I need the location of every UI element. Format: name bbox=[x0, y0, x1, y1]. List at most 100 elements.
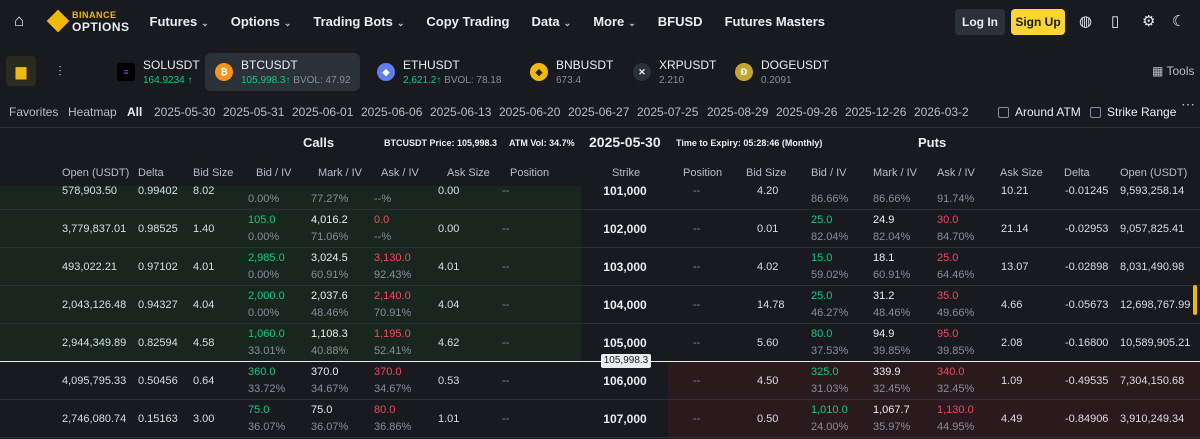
c-mark-price[interactable]: 75.0 bbox=[311, 404, 333, 416]
date-tab[interactable]: 2025-07-25 bbox=[637, 104, 699, 119]
strike-range-checkbox[interactable]: Strike Range bbox=[1090, 105, 1176, 119]
c-ask-price[interactable]: 1,195.0 bbox=[374, 328, 411, 340]
ticker-xrpusdt[interactable]: ✕ XRPUSDT 2.210 bbox=[623, 53, 723, 91]
p-ask-price[interactable]: 340.0 bbox=[937, 366, 965, 378]
table-row[interactable]: 493,022.21 0.97102 4.01 2,985.0 0.00% 3,024.5… bbox=[0, 248, 1200, 286]
menu-futures-masters[interactable]: Futures Masters bbox=[724, 13, 825, 29]
menu-bfusd[interactable]: BFUSD bbox=[657, 13, 703, 29]
p-mark-price[interactable]: 1,067.7 bbox=[873, 404, 910, 416]
p-mark-price[interactable]: 339.9 bbox=[873, 366, 901, 378]
c-bid-price[interactable]: 2,000.0 bbox=[248, 290, 285, 302]
menu-more[interactable]: More ⌄ bbox=[593, 14, 636, 29]
col-header[interactable]: Open (USDT) bbox=[62, 167, 130, 179]
moon-icon[interactable]: ☾ bbox=[1172, 13, 1186, 30]
menu-futures[interactable]: Futures ⌄ bbox=[150, 14, 209, 29]
ticker-bnbusdt[interactable]: ◈ BNBUSDT 673.4 bbox=[520, 53, 620, 91]
menu-options[interactable]: Options ⌄ bbox=[231, 14, 292, 29]
table-row[interactable]: 578,903.50 0.99402 8.02 0.00% 77.27% --% 0.00 -… bbox=[0, 172, 1200, 210]
p-bid-price[interactable]: 325.0 bbox=[811, 366, 839, 378]
table-row[interactable]: 2,746,080.74 0.15163 3.00 75.0 36.07% 75.0 36.… bbox=[0, 400, 1200, 438]
col-header[interactable]: Open (USDT) bbox=[1120, 167, 1188, 179]
col-header[interactable]: Ask / IV bbox=[381, 167, 419, 179]
ticker-dogeusdt[interactable]: Ð DOGEUSDT 0.2091 bbox=[725, 53, 835, 91]
c-bid-price[interactable]: 2,985.0 bbox=[248, 252, 285, 264]
c-mark-price[interactable]: 2,037.6 bbox=[311, 290, 348, 302]
p-mark-price[interactable]: 24.9 bbox=[873, 214, 895, 226]
col-header[interactable]: Mark / IV bbox=[873, 167, 918, 179]
col-header[interactable]: Bid Size bbox=[746, 167, 787, 179]
binance-options-logo[interactable]: BINANCE OPTIONS bbox=[46, 9, 130, 33]
p-ask-price[interactable]: 95.0 bbox=[937, 328, 959, 340]
c-ask-price[interactable]: 370.0 bbox=[374, 366, 402, 378]
tab-heatmap[interactable]: Heatmap bbox=[68, 104, 117, 119]
c-mark-price[interactable]: 370.0 bbox=[311, 366, 339, 378]
p-ask-price[interactable]: 1,130.0 bbox=[937, 404, 974, 416]
date-tab[interactable]: 2025-12-26 bbox=[845, 104, 907, 119]
scrollbar-thumb[interactable] bbox=[1193, 285, 1197, 315]
menu-trading-bots[interactable]: Trading Bots ⌄ bbox=[313, 14, 404, 29]
p-mark-price[interactable]: 94.9 bbox=[873, 328, 895, 340]
table-row[interactable]: 4,095,795.33 0.50456 0.64 360.0 33.72% 370.0 3… bbox=[0, 362, 1200, 400]
date-tab[interactable]: 2025-06-06 bbox=[361, 104, 423, 119]
table-row[interactable]: 3,779,837.01 0.98525 1.40 105.0 0.00% 4,016.2… bbox=[0, 210, 1200, 248]
date-tab[interactable]: 2025-06-27 bbox=[568, 104, 630, 119]
date-tab[interactable]: 2025-05-31 bbox=[223, 104, 285, 119]
col-header[interactable]: Bid / IV bbox=[256, 167, 292, 179]
p-mark-price[interactable]: 18.1 bbox=[873, 252, 895, 264]
c-bid-price[interactable]: 360.0 bbox=[248, 366, 276, 378]
p-ask-price[interactable]: 35.0 bbox=[937, 290, 959, 302]
col-header[interactable]: Delta bbox=[1064, 167, 1090, 179]
c-bid-price[interactable]: 1,060.0 bbox=[248, 328, 285, 340]
menu-copy-trading[interactable]: Copy Trading bbox=[426, 13, 510, 29]
p-ask-price[interactable]: 30.0 bbox=[937, 214, 959, 226]
col-header[interactable]: Delta bbox=[138, 167, 164, 179]
col-header[interactable]: Ask Size bbox=[447, 167, 490, 179]
signup-button[interactable]: Sign Up bbox=[1011, 9, 1065, 35]
tab-favorites[interactable]: Favorites bbox=[9, 104, 59, 119]
date-tab[interactable]: 2026-03-2 bbox=[914, 104, 969, 119]
col-header[interactable]: Mark / IV bbox=[318, 167, 363, 179]
download-icon[interactable]: ▯ bbox=[1111, 13, 1120, 30]
list-layout-icon[interactable]: ▆ bbox=[6, 56, 36, 86]
date-tab[interactable]: 2025-06-20 bbox=[499, 104, 561, 119]
c-mark-price[interactable]: 3,024.5 bbox=[311, 252, 348, 264]
gear-icon[interactable]: ⚙ bbox=[1142, 13, 1156, 30]
login-button[interactable]: Log In bbox=[955, 9, 1005, 35]
c-bid-price[interactable]: 75.0 bbox=[248, 404, 270, 416]
c-ask-price[interactable]: 0.0 bbox=[374, 214, 390, 226]
ticker-solusdt[interactable]: ≡ SOLUSDT 164.9234 ↑ bbox=[107, 53, 202, 91]
col-header[interactable]: Bid Size bbox=[193, 167, 234, 179]
table-row[interactable]: 2,043,126.48 0.94327 4.04 2,000.0 0.00% 2,037… bbox=[0, 286, 1200, 324]
more-dots-icon[interactable]: ⋯ bbox=[1181, 96, 1195, 112]
tab-all[interactable]: All bbox=[127, 104, 143, 119]
c-bid-price[interactable]: 105.0 bbox=[248, 214, 276, 226]
c-ask-price[interactable]: 2,140.0 bbox=[374, 290, 411, 302]
p-mark-price[interactable]: 31.2 bbox=[873, 290, 895, 302]
menu-data[interactable]: Data ⌄ bbox=[531, 14, 571, 29]
col-header[interactable]: Position bbox=[510, 167, 550, 179]
table-row[interactable]: 2,944,349.89 0.82594 4.58 1,060.0 33.01% 1,10… bbox=[0, 324, 1200, 362]
p-bid-price[interactable]: 25.0 bbox=[811, 214, 833, 226]
col-header[interactable]: Strike bbox=[612, 167, 641, 179]
c-mark-price[interactable]: 1,108.3 bbox=[311, 328, 348, 340]
date-tab[interactable]: 2025-06-01 bbox=[292, 104, 354, 119]
p-bid-price[interactable]: 80.0 bbox=[811, 328, 833, 340]
p-bid-price[interactable]: 15.0 bbox=[811, 252, 833, 264]
col-header[interactable]: Ask / IV bbox=[937, 167, 975, 179]
p-ask-price[interactable]: 25.0 bbox=[937, 252, 959, 264]
c-ask-price[interactable]: 80.0 bbox=[374, 404, 396, 416]
col-header[interactable]: Bid / IV bbox=[811, 167, 847, 179]
tools-button[interactable]: ▦ Tools bbox=[1152, 64, 1194, 78]
date-tab[interactable]: 2025-09-26 bbox=[776, 104, 838, 119]
c-mark-price[interactable]: 4,016.2 bbox=[311, 214, 348, 226]
date-tab[interactable]: 2025-05-30 bbox=[154, 104, 216, 119]
date-tab[interactable]: 2025-08-29 bbox=[707, 104, 769, 119]
col-header[interactable]: Position bbox=[683, 167, 723, 179]
globe-icon[interactable]: ◍ bbox=[1079, 13, 1093, 30]
chart-layout-icon[interactable]: ⫶ bbox=[58, 63, 62, 79]
date-tab[interactable]: 2025-06-13 bbox=[430, 104, 492, 119]
around-atm-checkbox[interactable]: Around ATM bbox=[998, 105, 1081, 119]
home-icon[interactable]: ⌂ bbox=[14, 11, 25, 30]
ticker-btcusdt[interactable]: ₿ BTCUSDT 105,998.3↑ BVOL: 47.92 bbox=[205, 53, 360, 91]
col-header[interactable]: Ask Size bbox=[1000, 167, 1043, 179]
